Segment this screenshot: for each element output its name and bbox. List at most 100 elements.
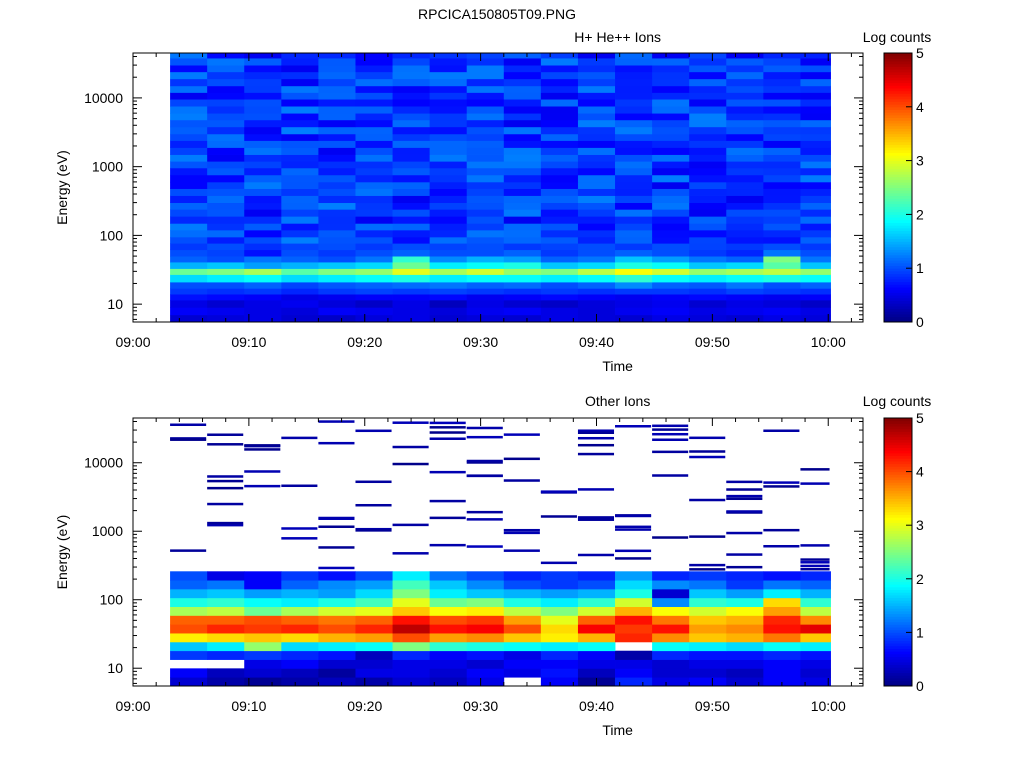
heatmap-cell: [170, 243, 208, 251]
heatmap-cell: [170, 650, 208, 660]
heatmap-cell: [207, 223, 245, 231]
heatmap-cell: [689, 571, 727, 581]
colorbar-step: [884, 85, 912, 89]
heatmap-cell: [392, 243, 431, 251]
colorbar-step: [884, 493, 912, 497]
heatmap-cell: [652, 195, 690, 204]
heatmap-cell: [392, 659, 431, 669]
colorbar-step: [884, 514, 912, 518]
heatmap-cell: [577, 668, 616, 678]
heatmap-cell: [726, 571, 764, 581]
heatmap-cell: [763, 299, 801, 308]
heatmap-cell: [429, 140, 468, 148]
heatmap-cell: [466, 126, 505, 135]
heatmap-cell: [763, 268, 801, 275]
heatmap-cell: [355, 140, 393, 148]
heatmap-cell: [355, 641, 393, 652]
heatmap-cell: [466, 223, 505, 231]
heatmap-cell: [577, 236, 616, 244]
heatmap-cell: [652, 650, 690, 660]
heatmap-cell: [689, 188, 727, 196]
colorbar-step: [884, 163, 912, 167]
heatmap-cell: [577, 92, 616, 100]
x-tick-label: 09:00: [115, 698, 150, 714]
colorbar-step: [884, 643, 912, 647]
heatmap-cell: [429, 633, 468, 643]
heatmap-cell: [281, 126, 319, 135]
heatmap-cell: [800, 140, 831, 148]
colorbar-step: [884, 463, 912, 467]
heatmap-cell: [615, 229, 653, 238]
heatmap-cell: [392, 615, 431, 625]
heatmap-cell: [392, 641, 431, 652]
heatmap-cell: [355, 181, 393, 189]
heatmap-cell: [170, 668, 208, 678]
heatmap-cell: [726, 659, 764, 669]
heatmap-cell: [503, 268, 542, 275]
heatmap-cell: [763, 154, 801, 162]
colorbar-step: [884, 602, 912, 607]
heatmap-line: [652, 438, 689, 442]
heatmap-cell: [540, 249, 579, 257]
heatmap-cell: [615, 216, 653, 224]
heatmap-cell: [207, 281, 245, 289]
colorbar-step: [884, 139, 912, 143]
heatmap-cell: [281, 85, 319, 93]
heatmap-cell: [540, 202, 579, 210]
heatmap-cell: [577, 126, 616, 135]
heatmap-cell: [726, 256, 764, 263]
heatmap-cell: [244, 288, 282, 295]
colorbar-step: [884, 490, 912, 494]
x-tick-label: 09:40: [579, 334, 614, 350]
colorbar-step: [884, 284, 912, 288]
colorbar-step: [884, 573, 912, 577]
heatmap-cell: [540, 571, 579, 581]
heatmap-cell: [318, 243, 356, 251]
heatmap-cell: [800, 659, 831, 669]
heatmap-cell: [800, 113, 831, 121]
heatmap-cell: [318, 606, 356, 616]
heatmap-cell: [726, 615, 764, 625]
heatmap-cell: [170, 188, 208, 196]
heatmap-cell: [652, 167, 690, 176]
heatmap-cell: [392, 223, 431, 231]
heatmap-cell: [466, 106, 505, 114]
heatmap-cell: [281, 113, 319, 121]
heatmap-cell: [207, 677, 245, 687]
heatmap-cell: [170, 580, 208, 590]
heatmap-cell: [244, 256, 282, 263]
heatmap-cell: [577, 580, 616, 590]
colorbar-step: [884, 316, 912, 320]
heatmap-cell: [207, 140, 245, 148]
heatmap-cell: [689, 85, 727, 93]
heatmap-cell: [577, 58, 616, 66]
heatmap-cell: [652, 641, 690, 652]
heatmap-cell: [244, 167, 282, 176]
heatmap-cell: [170, 92, 208, 100]
heatmap-cell: [652, 606, 690, 616]
heatmap-cell: [689, 650, 727, 660]
heatmap-cell: [503, 223, 542, 231]
heatmap-cell: [318, 274, 356, 283]
heatmap-cell: [429, 181, 468, 189]
heatmap-cell: [726, 78, 764, 87]
heatmap-cell: [318, 229, 356, 238]
colorbar-step: [884, 653, 912, 658]
heatmap-cell: [392, 307, 431, 316]
heatmap-cell: [540, 65, 579, 73]
heatmap-line: [689, 568, 726, 571]
heatmap-cell: [800, 154, 831, 162]
heatmap-cell: [318, 106, 356, 114]
heatmap-cell: [615, 268, 653, 275]
heatmap-line: [726, 494, 763, 498]
heatmap-cell: [763, 195, 801, 204]
heatmap-cell: [355, 154, 393, 162]
heatmap-cell: [615, 274, 653, 283]
heatmap-cell: [652, 314, 690, 323]
heatmap-cell: [503, 174, 542, 183]
heatmap-cell: [429, 268, 468, 275]
heatmap-cell: [540, 58, 579, 66]
heatmap-cell: [429, 223, 468, 231]
heatmap-cell: [281, 314, 319, 323]
colorbar-step: [884, 624, 912, 628]
